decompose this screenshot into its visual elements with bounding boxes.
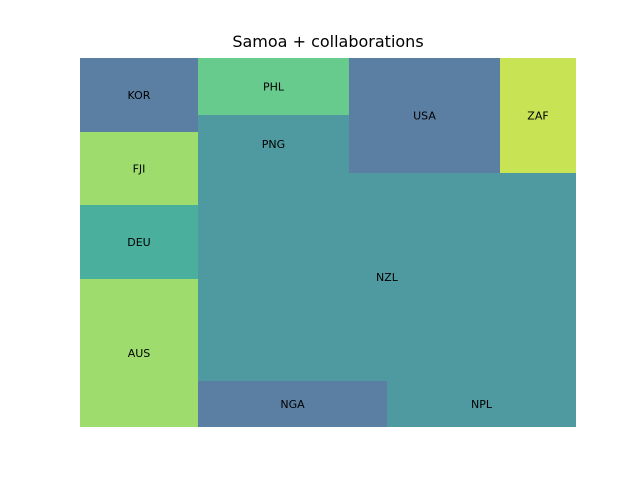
tile-zaf (500, 58, 576, 173)
tile-label-fji: FJI (133, 163, 146, 176)
tile-kor (80, 58, 198, 132)
tile-label-png: PNG (262, 138, 285, 151)
tile-label-deu: DEU (127, 236, 150, 249)
tile-label-kor: KOR (128, 89, 151, 102)
tile-npl (387, 381, 576, 427)
tile-png (198, 115, 349, 173)
tile-label-npl: NPL (471, 398, 493, 411)
tile-phl (198, 58, 349, 115)
tile-label-nzl: NZL (376, 271, 399, 284)
tile-nzl (198, 173, 576, 381)
tile-nga (198, 381, 387, 427)
tile-label-nga: NGA (280, 398, 305, 411)
tile-fji (80, 132, 198, 205)
tile-deu (80, 205, 198, 279)
tile-label-usa: USA (413, 110, 436, 123)
tile-aus (80, 279, 198, 427)
tile-label-aus: AUS (128, 347, 151, 360)
tile-usa (349, 58, 500, 173)
tile-label-zaf: ZAF (527, 110, 548, 123)
chart-title: Samoa + collaborations (232, 32, 424, 51)
tile-label-phl: PHL (263, 81, 285, 94)
